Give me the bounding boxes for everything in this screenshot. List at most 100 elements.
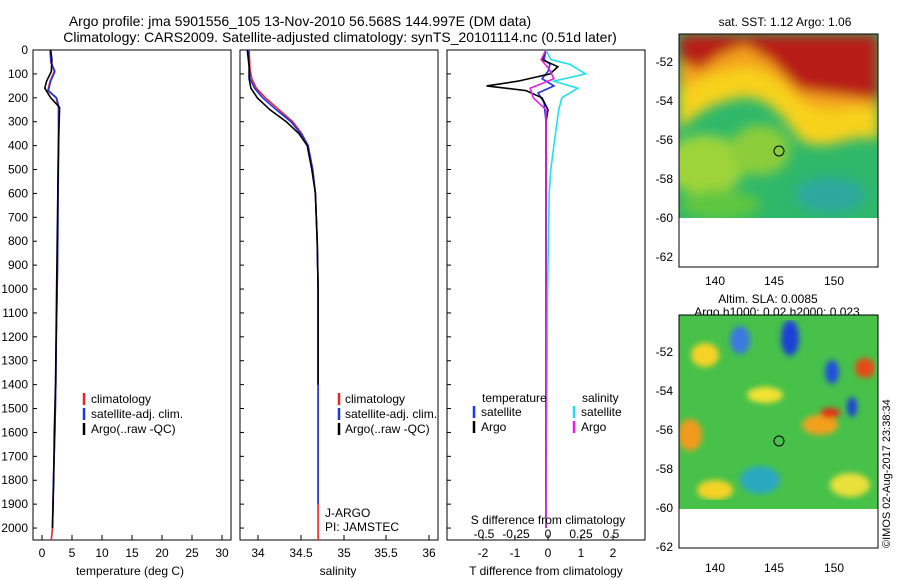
temperature-frame — [32, 49, 232, 541]
map2-xtick-0: 140 — [705, 561, 725, 575]
diff-t-xtick-2: 0 — [545, 546, 552, 560]
map2-xtick-1: 145 — [764, 561, 784, 575]
diff-s-xtick-3: 0.25 — [569, 527, 593, 541]
sal-legend-climatology: climatology — [345, 392, 405, 406]
depth-tick-20: 2000 — [1, 521, 28, 535]
difference-lines — [486, 49, 588, 529]
sla-map: -52 -54 -56 -58 -60 -62 140 145 150 — [656, 314, 879, 575]
map2-frame — [678, 314, 879, 549]
map2-ytick-0: -52 — [656, 345, 674, 359]
depth-tick-18: 1800 — [1, 473, 28, 487]
diff-legend-s-argo: Argo — [581, 420, 607, 434]
depth-tick-5: 500 — [8, 163, 28, 177]
temperature-panel: 0100200300400500600700800900100011001200… — [1, 43, 451, 578]
sal-legend-argo: Argo(..raw -QC) — [345, 422, 430, 436]
salinity-argo-line — [246, 49, 319, 385]
map1-title: sat. SST: 1.12 Argo: 1.06 — [719, 15, 852, 29]
diff-legend-s-satellite: satellite — [581, 405, 622, 419]
temp-xtick-1: 5 — [69, 546, 76, 560]
diff-s-xtick-1: -0.25 — [502, 527, 530, 541]
sst-field — [679, 34, 878, 218]
map1-ytick-2: -56 — [656, 133, 674, 147]
salinity-climatology-line — [248, 49, 319, 540]
depth-tick-6: 600 — [8, 186, 28, 200]
depth-tick-12: 1200 — [1, 330, 28, 344]
map2-y-axis: -52 -54 -56 -58 -60 -62 — [656, 345, 674, 554]
map2-ytick-5: -62 — [656, 540, 674, 554]
map1-xtick-1: 145 — [764, 274, 784, 288]
sal-xtick-3: 35.5 — [374, 546, 398, 560]
diff-legend-t-argo: Argo — [481, 420, 507, 434]
depth-tick-14: 1400 — [1, 378, 28, 392]
temp-xtick-0: 0 — [39, 546, 46, 560]
diff-s-xtick-0: -0.5 — [474, 527, 495, 541]
depth-tick-4: 400 — [8, 139, 28, 153]
sst-map: -52 -54 -56 -58 -60 -62 140 145 150 — [656, 33, 879, 288]
diff-s-satellite-line — [545, 49, 588, 529]
diff-legend: temperature salinity satellite Argo sate… — [472, 391, 622, 434]
diff-legend-salinity: salinity — [582, 391, 619, 405]
diff-s-xtick-2: 0 — [545, 527, 552, 541]
header-line2: Climatology: CARS2009. Satellite-adjuste… — [63, 29, 617, 45]
map1-y-axis: -52 -54 -56 -58 -60 -62 — [656, 55, 674, 264]
depth-tick-8: 800 — [8, 234, 28, 248]
depth-tick-17: 1700 — [1, 449, 28, 463]
depth-tick-11: 1100 — [2, 306, 28, 320]
depth-tick-3: 300 — [8, 115, 28, 129]
sal-xtick-1: 34.5 — [289, 546, 313, 560]
salinity-satellite-line — [247, 49, 319, 505]
depth-tick-0: 0 — [21, 43, 28, 57]
map1-ytick-3: -58 — [656, 172, 674, 186]
salinity-legend: climatology satellite-adj. clim. Argo(..… — [337, 392, 437, 436]
depth-tick-19: 1900 — [1, 497, 28, 511]
sla-field — [679, 315, 878, 509]
map1-ytick-4: -60 — [656, 211, 674, 225]
sal-xtick-2: 35 — [337, 546, 351, 560]
map2-argo-marker — [773, 435, 785, 447]
salinity-annotation-jargo: J-ARGO — [325, 506, 370, 520]
salinity-frame — [239, 49, 439, 541]
map1-x-axis: 140 145 150 — [705, 274, 844, 288]
map1-frame — [678, 33, 879, 268]
salinity-panel: 34 34.5 35 35.5 36 salinity climatology … — [239, 49, 439, 578]
map2-ytick-2: -56 — [656, 423, 674, 437]
salinity-x-axis: 34 34.5 35 35.5 36 — [251, 535, 436, 560]
depth-tick-15: 1500 — [1, 402, 28, 416]
diff-t-xtick-4: 2 — [610, 546, 617, 560]
depth-tick-1: 100 — [8, 67, 28, 81]
map1-argo-marker — [773, 145, 785, 157]
sal-xtick-0: 34 — [251, 546, 265, 560]
diff-t-xtick-3: 1 — [578, 546, 585, 560]
legend-argo: Argo(..raw -QC) — [91, 422, 176, 436]
diff-t-label: T difference from climatology — [469, 564, 623, 578]
diff-s-label: S difference from climatology — [471, 513, 626, 527]
legend-satellite: satellite-adj. clim. — [91, 407, 183, 421]
temperature-legend: climatology satellite-adj. clim. Argo(..… — [82, 392, 183, 436]
sal-legend-satellite: satellite-adj. clim. — [345, 407, 437, 421]
map2-x-axis: 140 145 150 — [705, 561, 844, 575]
map2-ytick-3: -58 — [656, 462, 674, 476]
header-line1: Argo profile: jma 5901556_105 13-Nov-201… — [69, 13, 531, 29]
diff-s-argo-line — [529, 49, 555, 528]
temp-xtick-3: 15 — [125, 546, 139, 560]
depth-tick-13: 1300 — [1, 354, 28, 368]
salinity-annotation-pi: PI: JAMSTEC — [325, 520, 399, 534]
diff-t-xtick-0: -2 — [478, 546, 489, 560]
sal-xtick-4: 36 — [422, 546, 436, 560]
depth-axis: 0 100 200 300 400 500 600 700 800 900 1000 1100 1200… — [1, 43, 451, 535]
map2-ytick-4: -60 — [656, 501, 674, 515]
salinity-lines — [246, 49, 319, 540]
legend-climatology: climatology — [91, 392, 151, 406]
depth-tick-10: 1000 — [1, 282, 28, 296]
map2-ytick-1: -54 — [656, 384, 674, 398]
depth-tick-9: 900 — [8, 258, 28, 272]
temperature-argo-line — [43, 49, 61, 529]
map2-title1: Altim. SLA: 0.0085 — [718, 292, 818, 306]
temp-xtick-2: 10 — [95, 546, 109, 560]
temperature-x-axis: 0 5 10 15 20 25 30 — [39, 535, 229, 560]
map2-xtick-2: 150 — [824, 561, 844, 575]
temperature-lines — [43, 49, 61, 541]
temp-xtick-5: 25 — [185, 546, 199, 560]
depth-tick-2: 200 — [8, 91, 28, 105]
